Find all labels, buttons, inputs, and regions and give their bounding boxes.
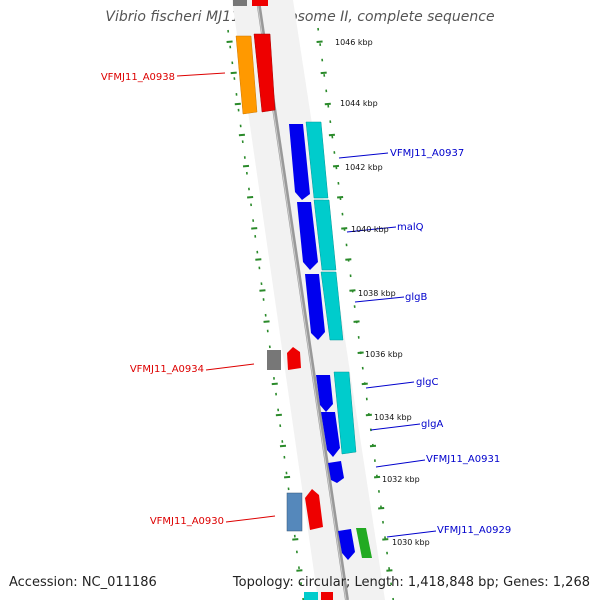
leader-malq	[346, 226, 397, 233]
tick-inner	[263, 320, 270, 323]
tick-inner	[234, 102, 241, 106]
gene-label[interactable]: VFMJ11_A0934	[130, 364, 204, 375]
topology-text: Topology: circular; Length: 1,418,848 bp…	[232, 575, 590, 590]
gene-label[interactable]: VFMJ11_A0931	[426, 454, 500, 465]
tick-inner	[292, 538, 299, 541]
map-title: Vibrio fischeri MJ11 chromosome II, comp…	[105, 9, 495, 25]
tick-outer	[349, 289, 356, 292]
scale-label: 1042 kbp	[345, 163, 383, 172]
scale-label: 1044 kbp	[340, 99, 378, 108]
tick-inner	[242, 164, 250, 168]
leader-a0930	[225, 515, 276, 523]
leader-a0938	[176, 72, 226, 77]
gene-grey-top	[233, 0, 247, 6]
tick-inner	[275, 413, 282, 417]
tick-outer	[369, 444, 377, 448]
gene-label[interactable]: VFMJ11_A0938	[101, 72, 175, 83]
tick-outer	[324, 102, 331, 106]
leader-glga	[370, 423, 421, 431]
scale-label: 1040 kbp	[351, 225, 389, 234]
tick-inner	[247, 196, 254, 199]
gene-cyan-glgb	[320, 271, 344, 341]
gene-red-a0938	[253, 33, 276, 113]
gene-cyan-a0937	[305, 121, 329, 199]
leader-a0931	[375, 459, 426, 468]
tick-inner	[230, 71, 237, 75]
tick-inner	[255, 258, 262, 261]
tick-inner	[271, 382, 278, 386]
tick-outer	[332, 164, 340, 168]
gene-blue-malq	[297, 202, 318, 270]
leader-glgb	[354, 296, 405, 303]
scale-label: 1032 kbp	[382, 475, 420, 484]
tick-outer	[337, 196, 344, 199]
gene-green-a0929	[356, 528, 372, 558]
gene-cyan-glgc	[333, 371, 357, 455]
gene-label[interactable]: VFMJ11_A0937	[390, 148, 464, 159]
gene-blue-a0937	[289, 124, 310, 200]
tick-outer	[361, 382, 368, 386]
scale-label: 1034 kbp	[374, 413, 412, 422]
tick-outer	[345, 258, 352, 261]
tick-outer	[378, 507, 385, 510]
gene-red-a0934	[287, 347, 301, 370]
leader-glgc	[365, 381, 415, 389]
scale-label: 1030 kbp	[392, 538, 430, 547]
tick-outer	[328, 133, 335, 137]
gene-cyan-bottom	[304, 592, 318, 600]
gene-blue-a0929	[338, 529, 355, 560]
gene-features	[233, 0, 372, 600]
gene-orange-a0938	[235, 35, 258, 115]
tick-inner	[283, 475, 291, 479]
tick-outer	[365, 413, 372, 417]
scale-labels: 1046 kbp 1044 kbp 1042 kbp 1040 kbp 1038…	[335, 38, 430, 547]
tick-outer	[382, 538, 389, 541]
tick-outer	[357, 351, 364, 354]
tick-inner	[251, 227, 258, 230]
leader-a0937	[338, 152, 389, 159]
tick-inner	[226, 40, 233, 43]
gene-red-bottom	[321, 592, 333, 600]
tick-inner	[279, 444, 287, 448]
scale-label: 1046 kbp	[335, 38, 373, 47]
gene-blue-a0931	[328, 461, 344, 483]
tick-outer	[320, 71, 327, 75]
tick-outer	[373, 475, 381, 479]
gene-label[interactable]: glgB	[405, 292, 427, 303]
label-leaders	[176, 72, 437, 538]
gene-steel-a0930	[286, 492, 303, 532]
gene-labels-right: VFMJ11_A0937 malQ glgB glgC glgA VFMJ11_…	[390, 148, 511, 536]
accession-text: Accession: NC_011186	[9, 575, 157, 590]
tick-inner	[238, 133, 245, 137]
tick-outer	[341, 227, 348, 230]
gene-grey-a0934	[267, 350, 281, 370]
gene-label[interactable]: glgA	[421, 419, 443, 430]
tick-outer	[316, 40, 323, 43]
gene-blue-glgc	[316, 375, 333, 412]
scale-label: 1038 kbp	[358, 289, 396, 298]
gene-red-a0930	[305, 489, 323, 530]
leader-a0929	[386, 530, 437, 538]
gene-label[interactable]: VFMJ11_A0929	[437, 525, 511, 536]
gene-label[interactable]: glgC	[416, 377, 438, 388]
tick-inner	[259, 289, 266, 292]
gene-red-top	[252, 0, 268, 6]
gene-blue-glgb	[305, 274, 325, 340]
gene-label[interactable]: VFMJ11_A0930	[150, 516, 224, 527]
tick-inner	[296, 569, 303, 572]
leader-a0934	[205, 363, 255, 371]
dotted-guides	[227, 27, 395, 600]
scale-label: 1036 kbp	[365, 350, 403, 359]
tick-outer	[386, 569, 393, 572]
gene-labels-left: VFMJ11_A0938 VFMJ11_A0934 VFMJ11_A0930	[101, 72, 224, 527]
gene-cyan-malq	[313, 199, 337, 271]
gene-blue-glga	[321, 412, 340, 457]
gene-label[interactable]: malQ	[397, 222, 424, 233]
tick-outer	[353, 320, 360, 323]
